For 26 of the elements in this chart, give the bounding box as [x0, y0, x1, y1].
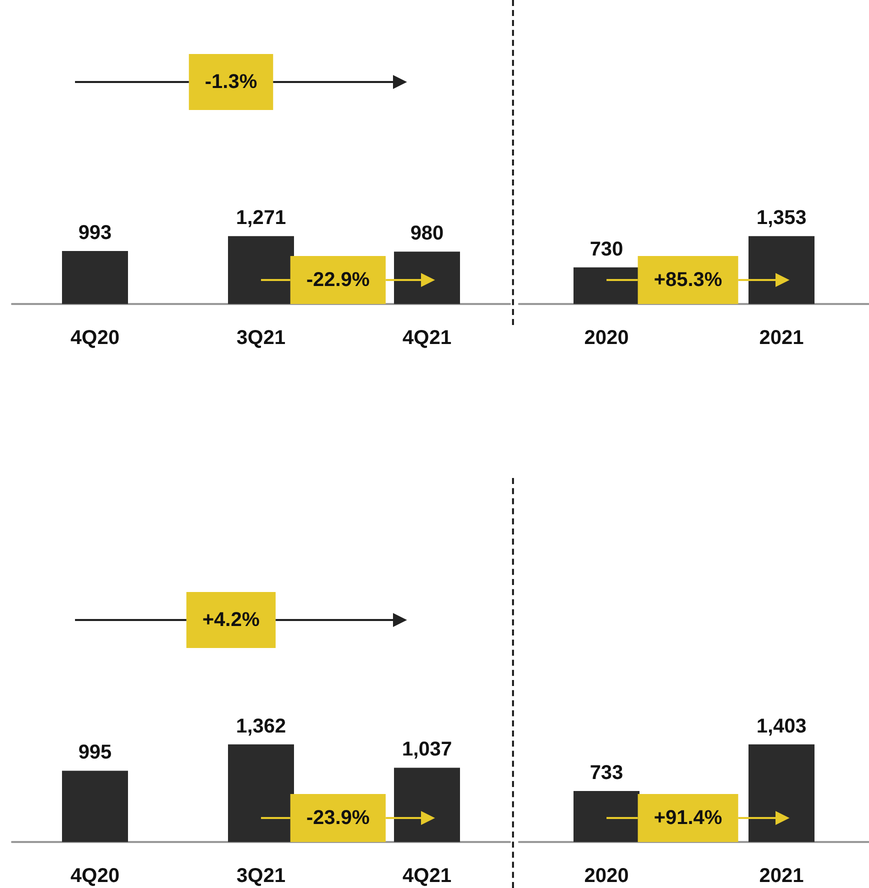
annotation: -23.9%	[306, 807, 370, 829]
x-tick-label: 4Q20	[70, 327, 120, 349]
data-label: 993	[78, 222, 112, 244]
annotation: +85.3%	[654, 269, 722, 291]
x-tick-label: 2020	[584, 327, 629, 349]
data-label: 730	[590, 238, 624, 260]
x-tick-label: 2021	[759, 327, 804, 349]
data-label: 980	[410, 222, 444, 245]
x-tick-label: 3Q21	[236, 865, 286, 887]
annotation: +91.4%	[654, 807, 722, 829]
data-label: 995	[78, 742, 112, 764]
x-tick-label: 4Q20	[70, 865, 120, 887]
x-tick-label: 4Q21	[402, 865, 452, 887]
x-tick-label: 2020	[584, 865, 629, 887]
data-label: 733	[590, 762, 624, 784]
data-label: 1,353	[756, 207, 807, 230]
x-tick-label: 2021	[759, 865, 804, 887]
data-label: 1,037	[402, 738, 452, 761]
annotation: -22.9%	[306, 269, 370, 291]
data-label: 1,271	[236, 207, 286, 230]
text: +4.2%	[202, 609, 260, 631]
x-tick-label: 4Q21	[402, 327, 452, 349]
x-tick-label: 3Q21	[236, 327, 286, 349]
data-label: 1,403	[756, 715, 807, 738]
data-label: 1,362	[236, 715, 286, 738]
text: -1.3%	[204, 71, 258, 93]
